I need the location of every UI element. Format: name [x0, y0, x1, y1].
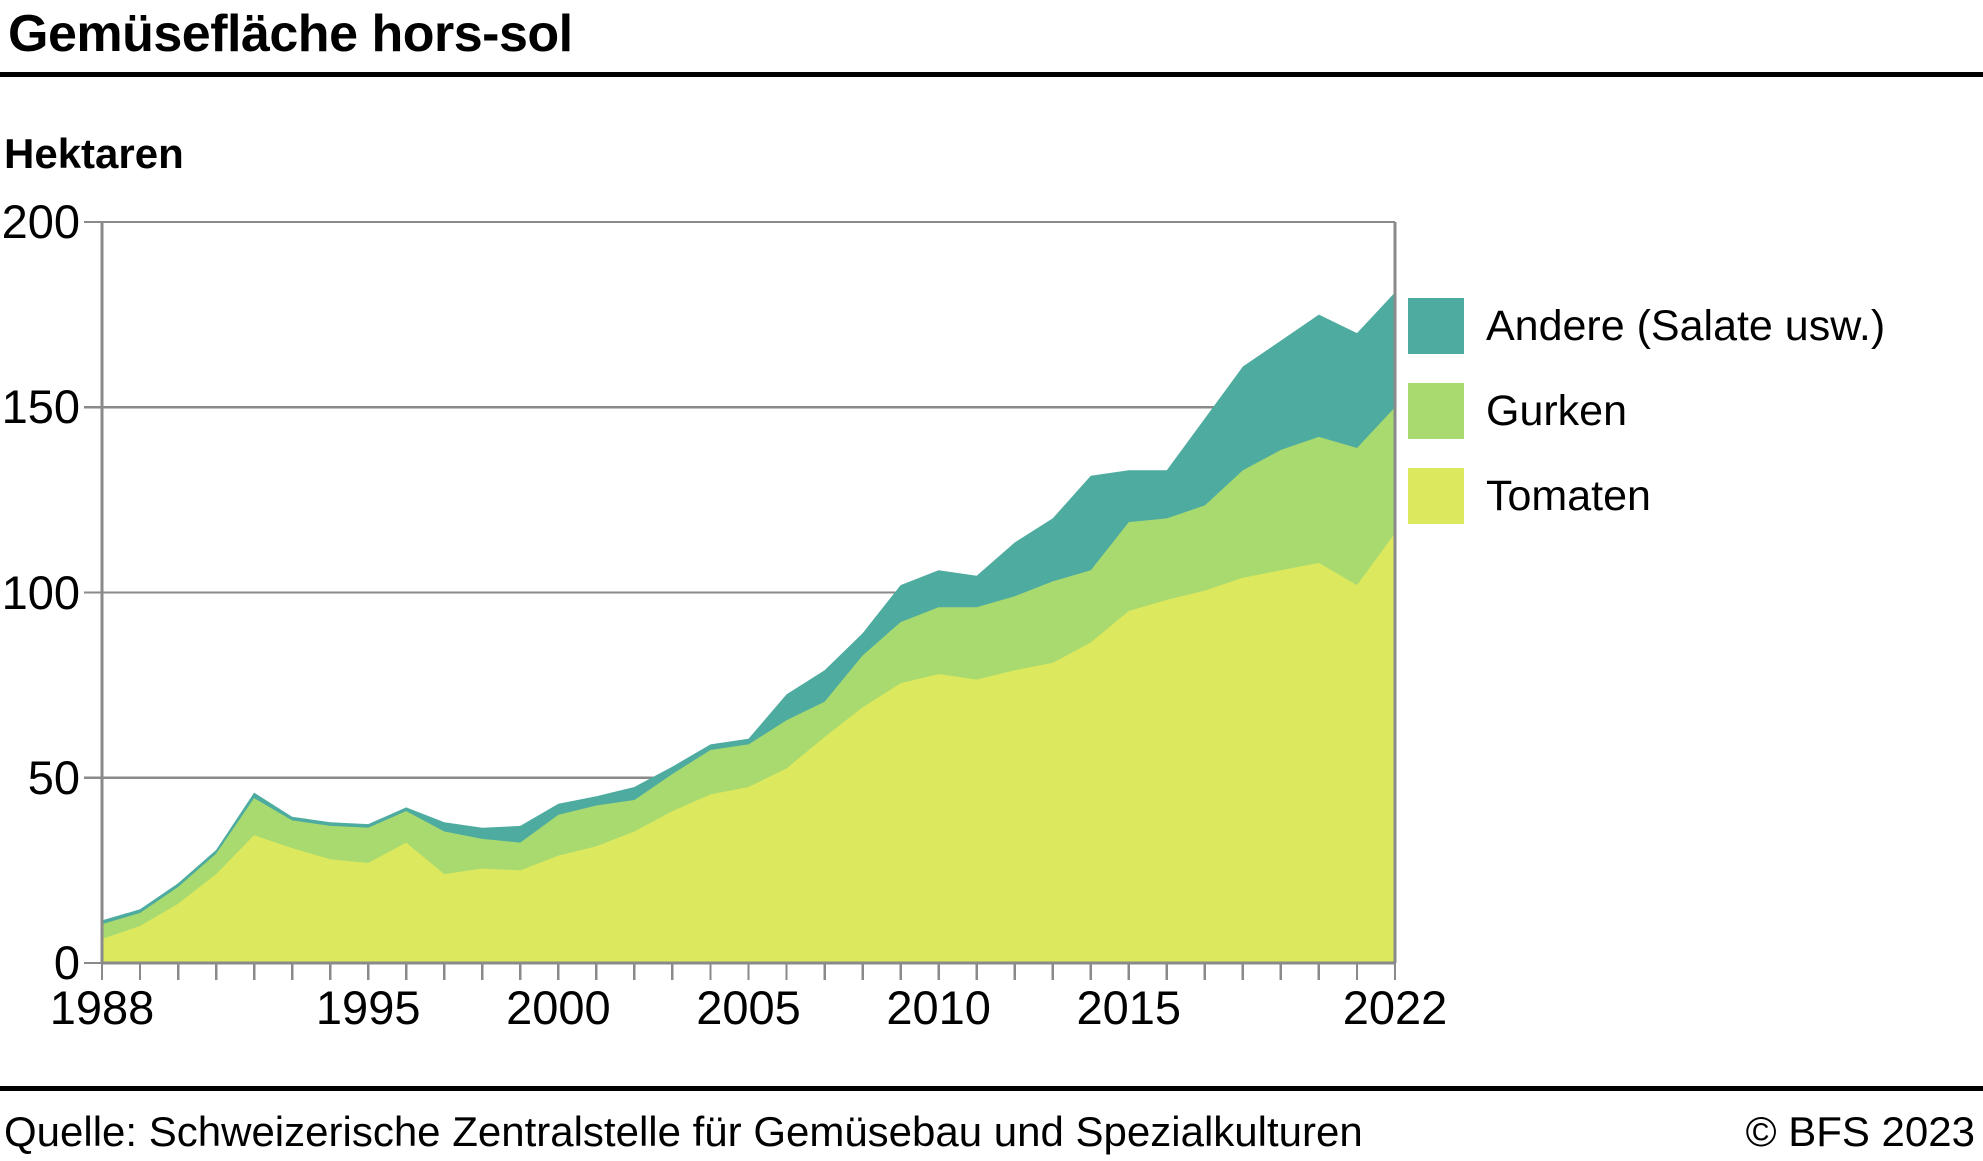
chart-legend: Andere (Salate usw.) Gurken Tomaten	[1408, 298, 1885, 553]
legend-item-andere: Andere (Salate usw.)	[1408, 298, 1885, 354]
y-tick-label-150: 150	[1, 380, 80, 434]
legend-label-gurken: Gurken	[1486, 386, 1628, 435]
x-tick-label-2022: 2022	[1342, 981, 1448, 1034]
legend-swatch-andere	[1408, 298, 1464, 354]
legend-label-andere: Andere (Salate usw.)	[1486, 301, 1886, 350]
y-tick-label-0: 0	[53, 936, 80, 989]
page-title: Gemüsefläche hors-sol	[8, 5, 573, 63]
x-tick-label-2000: 2000	[506, 981, 611, 1034]
legend-label-tomaten: Tomaten	[1486, 471, 1651, 520]
bottom-divider	[0, 1086, 1983, 1091]
x-tick-label-1995: 1995	[315, 981, 421, 1034]
legend-item-gurken: Gurken	[1408, 383, 1885, 439]
y-tick-label-100: 100	[1, 565, 80, 619]
x-tick-label-2005: 2005	[696, 981, 801, 1034]
x-tick-label-2015: 2015	[1076, 981, 1182, 1034]
copyright-note: © BFS 2023	[1745, 1108, 1975, 1155]
source-note: Quelle: Schweizerische Zentralstelle für…	[4, 1108, 1363, 1155]
x-tick-label-1988: 1988	[49, 981, 155, 1034]
top-divider	[0, 72, 1983, 77]
y-tick-label-50: 50	[27, 750, 80, 804]
x-tick-label-2010: 2010	[886, 981, 991, 1034]
legend-item-tomaten: Tomaten	[1408, 468, 1885, 524]
area-tomaten	[102, 533, 1395, 963]
y-tick-label-200: 200	[1, 195, 80, 248]
y-axis-title: Hektaren	[4, 130, 184, 177]
legend-swatch-gurken	[1408, 383, 1464, 439]
legend-swatch-tomaten	[1408, 468, 1464, 524]
